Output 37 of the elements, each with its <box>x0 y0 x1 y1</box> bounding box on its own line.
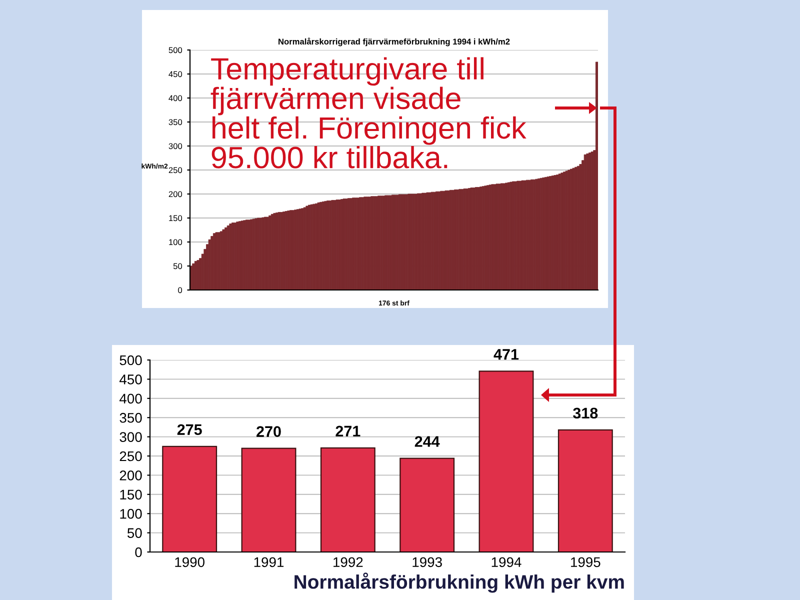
y-tick-label: 0 <box>178 287 182 294</box>
y-tick-label: 450 <box>168 71 182 78</box>
x-tick-label: 1995 <box>571 557 600 568</box>
x-tick-label: 1993 <box>412 557 442 568</box>
y-tick-label: 400 <box>168 95 182 102</box>
y-tick-label: 200 <box>168 191 182 198</box>
x-axis-title: Normalårsförbrukning kWh per kvm <box>294 572 624 593</box>
y-tick-label: 200 <box>120 470 142 480</box>
data-label: 471 <box>494 349 519 360</box>
data-label: 275 <box>177 424 202 436</box>
y-tick-label: 50 <box>173 263 182 270</box>
x-tick-label: 1991 <box>254 557 284 568</box>
y-tick-label: 100 <box>169 239 182 246</box>
data-label: 270 <box>256 426 281 437</box>
x-tick-label: 1994 <box>492 557 522 568</box>
y-tick-label: 400 <box>120 394 142 404</box>
annotation: Temperaturgivare till fjärrvärmen visade helt fel. Föreningen fick 95.000 kr tillbaka. <box>210 57 526 168</box>
y-tick-label: 250 <box>120 451 142 462</box>
data-label: 318 <box>573 408 598 419</box>
y-tick-label: 0 <box>135 547 142 558</box>
y-tick-label: 500 <box>168 47 182 54</box>
y-tick-label: 150 <box>120 490 142 500</box>
y-tick-label: 300 <box>120 432 142 442</box>
y-tick-label: 50 <box>127 528 142 538</box>
data-label: 244 <box>414 436 440 447</box>
y-tick-label: 100 <box>120 508 142 519</box>
y-tick-label: 500 <box>120 355 142 366</box>
y-tick-label: 300 <box>168 143 182 150</box>
chart-title: Normalårskorrigerad fjärrvärmeförbrukning 1994 i kWh/m2 <box>278 38 510 46</box>
y-tick-label: 150 <box>169 215 182 222</box>
y-tick-label: 350 <box>168 119 182 126</box>
x-tick-label: 1992 <box>334 557 363 568</box>
y-tick-label: 450 <box>120 374 142 384</box>
y-tick-label: 250 <box>168 167 182 174</box>
data-label: 271 <box>336 426 360 436</box>
y-tick-label: 350 <box>120 412 142 423</box>
x-tick-label: 1990 <box>175 557 204 568</box>
